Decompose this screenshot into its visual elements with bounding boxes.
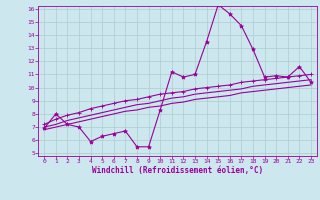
X-axis label: Windchill (Refroidissement éolien,°C): Windchill (Refroidissement éolien,°C) xyxy=(92,166,263,175)
